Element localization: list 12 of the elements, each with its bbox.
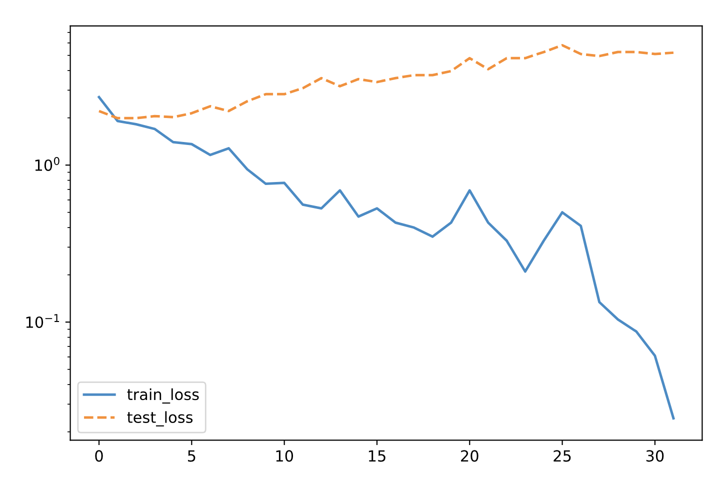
y-tick-label: 10$^{0}$ <box>35 157 60 171</box>
x-tick-label: 20 <box>461 450 478 462</box>
x-tick-label: 0 <box>95 450 103 462</box>
legend-label: test_loss <box>127 411 193 426</box>
line-series <box>98 44 675 120</box>
x-tick-label: 30 <box>646 450 664 462</box>
y-tick-label: 10$^{−1}$ <box>26 314 60 328</box>
x-tick-label: 25 <box>554 450 571 462</box>
x-tick-label: 15 <box>368 450 386 462</box>
x-tick-label: 5 <box>188 450 196 462</box>
legend-label: train_loss <box>127 388 199 404</box>
x-tick-label: 10 <box>276 450 294 462</box>
